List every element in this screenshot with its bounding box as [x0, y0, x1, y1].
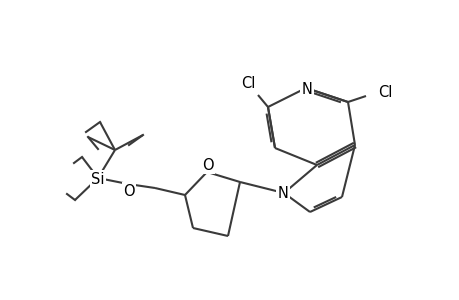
- Text: Si: Si: [91, 172, 105, 187]
- Text: N: N: [277, 187, 288, 202]
- Text: N: N: [301, 82, 312, 97]
- Text: Cl: Cl: [377, 85, 392, 100]
- Text: Cl: Cl: [241, 76, 255, 91]
- Text: O: O: [202, 158, 213, 172]
- Text: O: O: [123, 184, 134, 199]
